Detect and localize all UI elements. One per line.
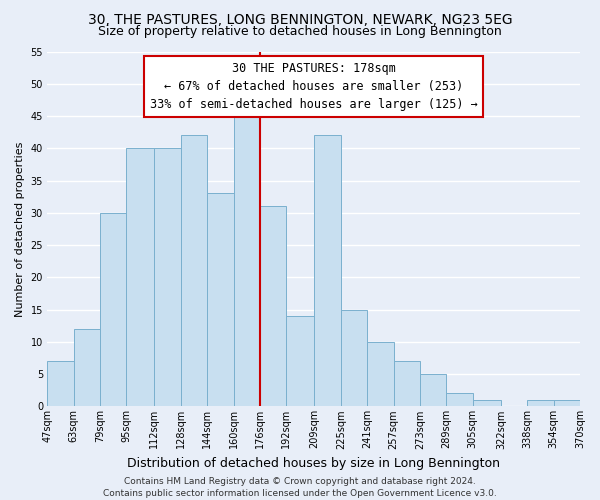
Bar	[100, 213, 127, 406]
Bar	[127, 148, 154, 406]
Bar	[260, 206, 286, 406]
Bar	[420, 374, 446, 406]
Bar	[527, 400, 554, 406]
Bar	[74, 329, 100, 406]
Bar	[47, 361, 74, 406]
Bar	[154, 148, 181, 406]
Bar	[286, 316, 314, 406]
Bar	[181, 136, 207, 406]
Bar	[446, 394, 473, 406]
Bar	[394, 361, 420, 406]
Bar	[314, 136, 341, 406]
Text: Contains HM Land Registry data © Crown copyright and database right 2024.
Contai: Contains HM Land Registry data © Crown c…	[103, 476, 497, 498]
Text: 30, THE PASTURES, LONG BENNINGTON, NEWARK, NG23 5EG: 30, THE PASTURES, LONG BENNINGTON, NEWAR…	[88, 12, 512, 26]
Bar	[367, 342, 394, 406]
Bar	[233, 110, 260, 406]
Y-axis label: Number of detached properties: Number of detached properties	[15, 142, 25, 316]
Bar	[341, 310, 367, 406]
Bar	[554, 400, 580, 406]
Text: 30 THE PASTURES: 178sqm
← 67% of detached houses are smaller (253)
33% of semi-d: 30 THE PASTURES: 178sqm ← 67% of detache…	[150, 62, 478, 111]
Bar	[207, 194, 233, 406]
Text: Size of property relative to detached houses in Long Bennington: Size of property relative to detached ho…	[98, 25, 502, 38]
X-axis label: Distribution of detached houses by size in Long Bennington: Distribution of detached houses by size …	[127, 457, 500, 470]
Bar	[473, 400, 501, 406]
